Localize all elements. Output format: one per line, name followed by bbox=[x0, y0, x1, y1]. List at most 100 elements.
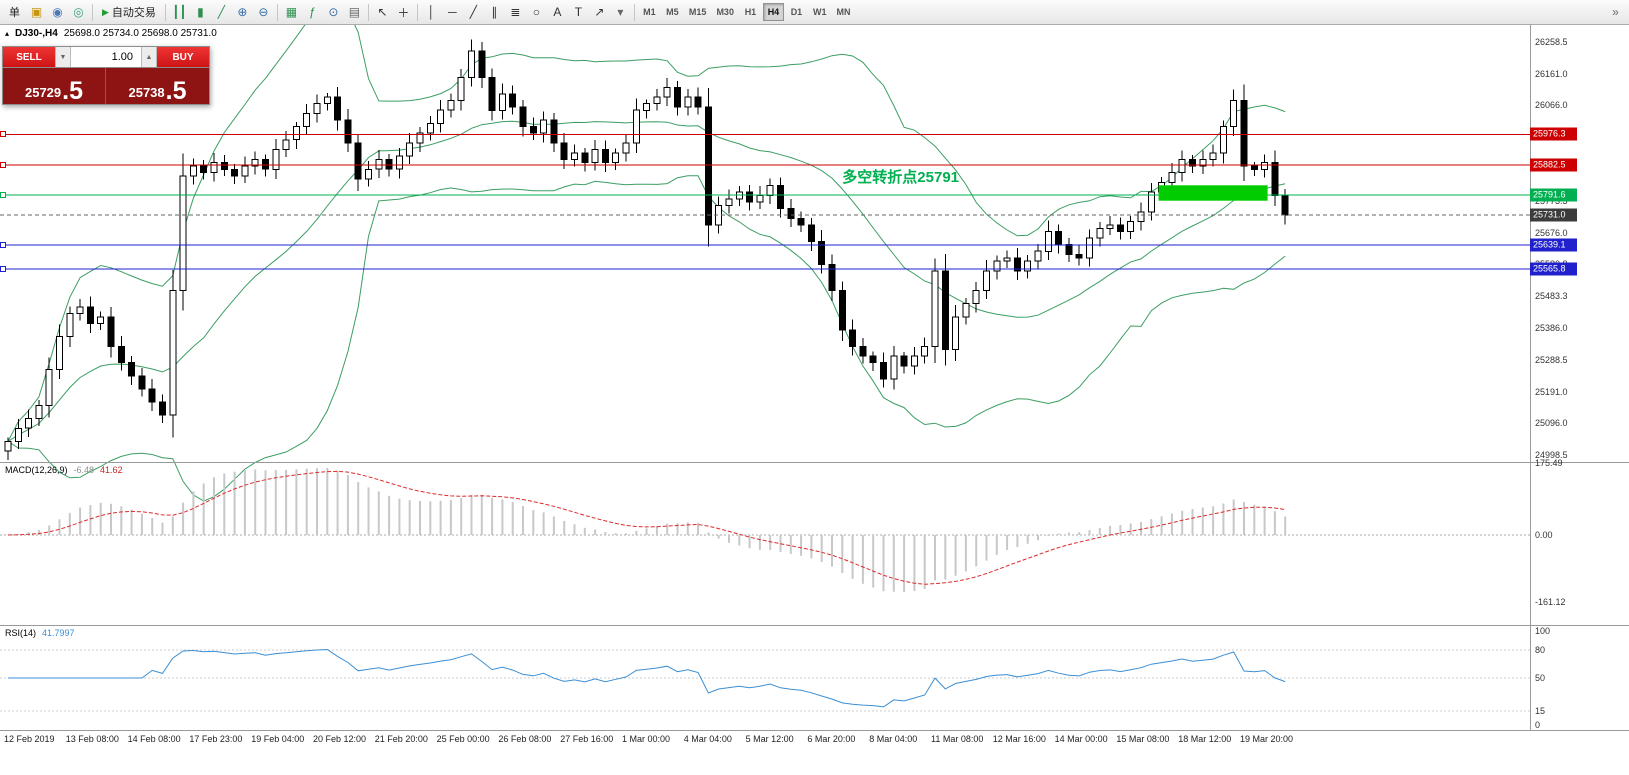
periods-icon[interactable]: ⊙ bbox=[328, 5, 339, 19]
timeframe-d1[interactable]: D1 bbox=[790, 7, 803, 17]
macd-layer bbox=[0, 468, 1530, 593]
label-icon[interactable]: T bbox=[574, 5, 583, 19]
timeframe-m30[interactable]: M30 bbox=[716, 7, 734, 17]
line-drag-handle[interactable] bbox=[0, 266, 6, 272]
time-axis-label: 4 Mar 04:00 bbox=[683, 734, 732, 744]
chart-canvas[interactable] bbox=[0, 25, 1629, 775]
crosshair-icon[interactable]: ＋ bbox=[397, 5, 410, 20]
rsi-axis-label: 50 bbox=[1535, 673, 1546, 683]
ask-price[interactable]: 25738 .5 bbox=[106, 68, 209, 104]
volume-down-button[interactable]: ▼ bbox=[55, 47, 71, 67]
dropdown-caret-icon[interactable]: ▾ bbox=[617, 5, 624, 19]
fibonacci-icon[interactable]: ≣ bbox=[510, 5, 521, 19]
autotrading-button[interactable]: ▶ 自动交易 bbox=[96, 2, 162, 22]
trendline-icon[interactable]: ╱ bbox=[469, 5, 478, 19]
play-icon: ▶ bbox=[102, 6, 109, 17]
ohlc-values: 25698.0 25734.0 25698.0 25731.0 bbox=[63, 28, 217, 39]
macd-axis-label: 0.00 bbox=[1535, 530, 1553, 540]
price-axis-label: 25096.0 bbox=[1535, 418, 1568, 429]
order-button[interactable]: 单 bbox=[3, 2, 26, 22]
time-axis-label: 11 Mar 08:00 bbox=[931, 734, 984, 744]
new-order-icon[interactable]: ▣ bbox=[30, 5, 43, 19]
line-chart-icon[interactable]: ╱ bbox=[217, 5, 226, 19]
macd-value-main: -6.48 bbox=[73, 465, 95, 475]
macd-axis-label: 175.49 bbox=[1535, 458, 1563, 468]
price-axis-label: 25483.3 bbox=[1535, 291, 1568, 302]
price-axis-label: 25288.5 bbox=[1535, 354, 1568, 365]
toolbar-separator bbox=[633, 3, 635, 21]
time-axis-label: 18 Mar 12:00 bbox=[1178, 734, 1232, 744]
macd-name: MACD(12,26,9) bbox=[5, 465, 68, 475]
line-drag-handle[interactable] bbox=[0, 241, 6, 248]
bid-frac: .5 bbox=[62, 76, 83, 105]
symbol-marker-icon: ▴ bbox=[5, 29, 10, 38]
macd-value-signal: 41.62 bbox=[100, 465, 123, 475]
market-watch-icon[interactable]: ◉ bbox=[52, 5, 63, 19]
time-axis-label: 25 Feb 00:00 bbox=[436, 734, 490, 744]
time-axis-label: 8 Mar 04:00 bbox=[869, 734, 918, 744]
sell-button[interactable]: SELL bbox=[3, 47, 55, 67]
ask-main: 25738 bbox=[128, 85, 165, 101]
price-axis-label: 26066.0 bbox=[1535, 100, 1568, 110]
timeframe-h4[interactable]: H4 bbox=[762, 3, 784, 21]
candlestick-chart-icon[interactable]: ▮ bbox=[197, 5, 204, 19]
timeframe-m1[interactable]: M1 bbox=[643, 7, 656, 17]
timeframe-w1[interactable]: W1 bbox=[812, 7, 827, 17]
price-axis-label: 25191.0 bbox=[1535, 386, 1568, 397]
zoom-in-icon[interactable]: ⊕ bbox=[237, 5, 248, 19]
chart-window: ▴ DJ30-,H4 25698.0 25734.0 25698.0 25731… bbox=[0, 25, 1629, 775]
cursor-icon[interactable]: ↖ bbox=[377, 5, 388, 19]
tile-windows-icon[interactable]: ▦ bbox=[285, 5, 298, 19]
time-axis-label: 17 Feb 23:00 bbox=[189, 734, 243, 744]
zoom-out-icon[interactable]: ⊖ bbox=[258, 5, 269, 19]
symbol-period-label: DJ30-,H4 bbox=[15, 28, 58, 39]
level-lines-layer bbox=[0, 133, 1530, 270]
timeframe-mn[interactable]: MN bbox=[836, 7, 851, 17]
volume-up-button[interactable]: ▲ bbox=[141, 47, 157, 67]
data-window-icon[interactable]: ◎ bbox=[73, 5, 84, 19]
horizontal-line-icon[interactable]: ─ bbox=[448, 5, 457, 19]
time-axis-label: 12 Mar 16:00 bbox=[992, 734, 1046, 744]
time-axis-label: 27 Feb 16:00 bbox=[560, 734, 614, 744]
templates-icon[interactable]: ▤ bbox=[348, 5, 361, 19]
timeframe-m15[interactable]: M15 bbox=[688, 7, 707, 17]
timeframe-h1[interactable]: H1 bbox=[744, 7, 757, 17]
time-axis-label: 19 Feb 04:00 bbox=[251, 734, 305, 744]
toolbar: 单 ▣ ◉ ◎ ▶ 自动交易 ┃┃ ▮ ╱ ⊕ ⊖ ▦ ƒ ⊙ ▤ ↖ ＋ │ ─ ╱ ∥ ≣ ○ A T ↗ ▾ M1 M5 M15 M3… bbox=[0, 0, 1629, 25]
time-axis-label: 5 Mar 12:00 bbox=[745, 734, 794, 744]
time-axis-label: 19 Mar 20:00 bbox=[1240, 734, 1294, 744]
volume-input[interactable]: 1.00 bbox=[71, 47, 141, 67]
line-drag-handle[interactable] bbox=[0, 131, 6, 138]
toolbar-separator bbox=[367, 3, 369, 21]
turning-point-annotation[interactable]: 多空转折点25791 bbox=[842, 169, 960, 187]
buy-button[interactable]: BUY bbox=[157, 47, 209, 67]
line-drag-handle[interactable] bbox=[0, 162, 6, 169]
price-line-badge: 25976.3 bbox=[1530, 127, 1577, 141]
channel-icon[interactable]: ∥ bbox=[491, 5, 498, 19]
price-line-badge: 25791.6 bbox=[1530, 188, 1577, 202]
green-zone[interactable] bbox=[1158, 185, 1268, 201]
vertical-line-icon[interactable]: │ bbox=[427, 5, 436, 19]
toolbar-separator bbox=[164, 3, 166, 21]
toolbar-separator bbox=[92, 3, 93, 21]
toolbar-overflow-icon[interactable]: » bbox=[1612, 5, 1619, 19]
rsi-value: 41.7997 bbox=[42, 628, 75, 638]
rsi-name: RSI(14) bbox=[5, 628, 37, 638]
shapes-icon[interactable]: ○ bbox=[532, 5, 541, 19]
price-axis-label: 26258.5 bbox=[1535, 36, 1568, 47]
text-icon[interactable]: A bbox=[553, 5, 562, 19]
time-axis-label: 13 Feb 08:00 bbox=[65, 734, 119, 744]
price-axis-label: 26161.0 bbox=[1535, 68, 1568, 79]
indicators-icon[interactable]: ƒ bbox=[309, 5, 316, 19]
bar-chart-icon[interactable]: ┃┃ bbox=[172, 5, 187, 19]
toolbar-separator bbox=[276, 3, 278, 21]
bid-main: 25729 bbox=[24, 85, 62, 101]
macd-axis-label: -161.12 bbox=[1535, 597, 1566, 607]
zone-rectangle-layer bbox=[1158, 185, 1268, 201]
bid-price[interactable]: 25729 .5 bbox=[3, 68, 106, 104]
timeframe-m5[interactable]: M5 bbox=[666, 7, 679, 17]
arrows-icon[interactable]: ↗ bbox=[594, 5, 605, 19]
line-drag-handle[interactable] bbox=[0, 191, 6, 198]
rsi-axis-label: 15 bbox=[1535, 705, 1546, 716]
